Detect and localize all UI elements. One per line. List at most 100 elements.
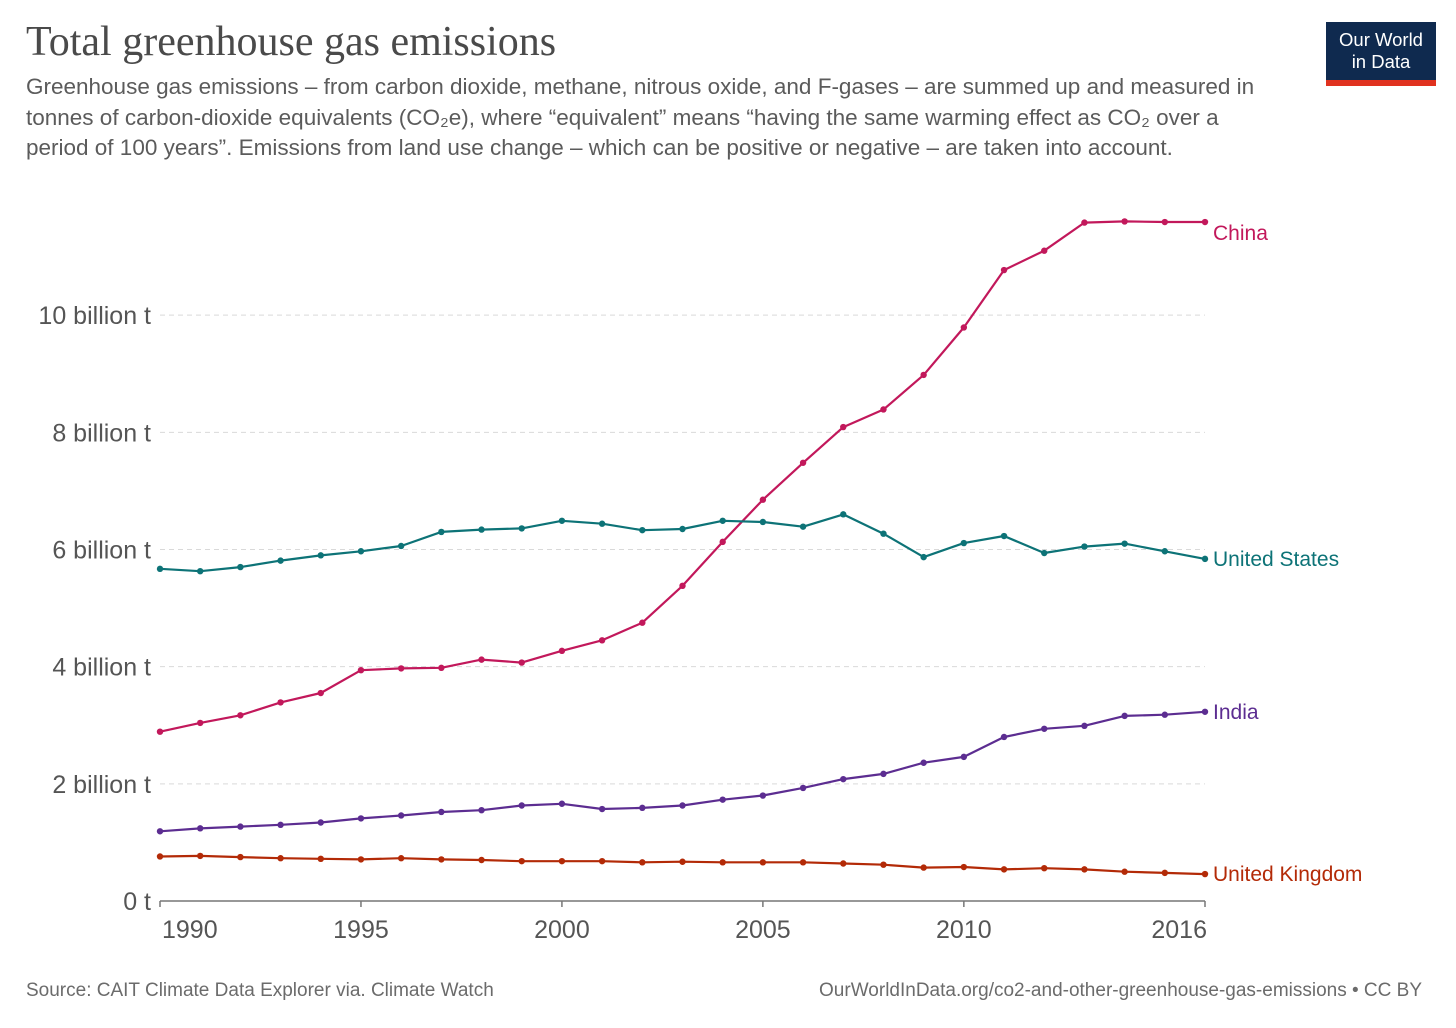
data-point bbox=[518, 857, 525, 865]
data-point bbox=[960, 753, 968, 761]
data-point bbox=[679, 858, 686, 865]
data-point bbox=[1121, 712, 1128, 720]
data-point bbox=[478, 856, 485, 864]
data-point bbox=[1000, 866, 1008, 873]
data-point bbox=[679, 802, 686, 809]
data-point bbox=[960, 539, 968, 547]
series-label: China bbox=[1213, 222, 1268, 245]
data-point bbox=[1041, 247, 1048, 254]
data-point bbox=[438, 528, 445, 536]
data-point bbox=[397, 812, 405, 819]
data-point bbox=[1161, 548, 1169, 555]
grid-lines bbox=[160, 314, 1205, 785]
data-point bbox=[558, 647, 566, 655]
data-point bbox=[317, 855, 324, 863]
data-point bbox=[920, 371, 927, 379]
data-point bbox=[759, 518, 767, 526]
data-point bbox=[277, 821, 284, 829]
y-tick-label: 0 t bbox=[123, 888, 151, 916]
data-point bbox=[679, 525, 686, 533]
data-point bbox=[799, 459, 807, 466]
data-point bbox=[196, 567, 204, 575]
data-point bbox=[598, 637, 606, 644]
y-tick-label: 8 billion t bbox=[52, 419, 151, 447]
data-point bbox=[1000, 266, 1008, 274]
data-point bbox=[317, 689, 324, 697]
data-point bbox=[719, 517, 726, 524]
data-point bbox=[277, 855, 284, 862]
data-point bbox=[840, 860, 847, 867]
data-point bbox=[397, 542, 405, 550]
data-point bbox=[1161, 711, 1169, 718]
data-point bbox=[196, 852, 204, 860]
data-point bbox=[196, 825, 204, 832]
y-tick-label: 10 billion t bbox=[38, 302, 151, 330]
data-point bbox=[156, 828, 164, 835]
data-point bbox=[438, 808, 445, 816]
series-china bbox=[156, 218, 1209, 735]
our-world-in-data-logo[interactable]: Our World in Data bbox=[1326, 22, 1436, 86]
data-point bbox=[1201, 708, 1209, 715]
data-point bbox=[880, 770, 887, 778]
data-point bbox=[478, 806, 485, 814]
data-point bbox=[799, 784, 807, 792]
y-tick-label: 4 billion t bbox=[52, 654, 151, 682]
data-point bbox=[920, 759, 927, 766]
source-link[interactable]: OurWorldInData.org/co2-and-other-greenho… bbox=[819, 980, 1422, 1001]
data-point bbox=[960, 863, 968, 871]
data-point bbox=[639, 619, 646, 626]
data-point bbox=[558, 517, 566, 524]
data-point bbox=[1081, 866, 1088, 873]
data-point bbox=[397, 855, 405, 862]
series-lines bbox=[156, 218, 1209, 878]
data-point bbox=[598, 520, 606, 527]
series-united-kingdom bbox=[156, 852, 1209, 878]
data-point bbox=[960, 324, 968, 331]
source-note: Source: CAIT Climate Data Explorer via. … bbox=[26, 980, 494, 1001]
data-point bbox=[317, 552, 324, 559]
data-point bbox=[196, 719, 204, 727]
data-point bbox=[1000, 532, 1008, 540]
data-point bbox=[719, 538, 726, 546]
x-tick-label: 2016 bbox=[1151, 916, 1207, 944]
data-point bbox=[478, 656, 485, 663]
data-point bbox=[558, 857, 566, 865]
data-point bbox=[799, 859, 807, 866]
data-point bbox=[156, 853, 164, 860]
series-line bbox=[159, 513, 1206, 573]
data-point bbox=[759, 496, 767, 503]
data-point bbox=[639, 804, 646, 812]
data-point bbox=[1041, 549, 1048, 557]
data-point bbox=[1081, 543, 1088, 550]
data-point bbox=[1041, 864, 1048, 872]
data-point bbox=[237, 853, 244, 861]
y-tick-label: 2 billion t bbox=[52, 771, 151, 799]
data-point bbox=[719, 859, 726, 866]
data-point bbox=[920, 553, 927, 561]
data-point bbox=[357, 548, 365, 555]
data-point bbox=[719, 796, 726, 803]
data-point bbox=[1121, 540, 1128, 547]
data-point bbox=[880, 530, 887, 537]
chart-subtitle: Greenhouse gas emissions – from carbon d… bbox=[26, 74, 1255, 160]
series-india bbox=[156, 708, 1209, 835]
series-line bbox=[159, 220, 1205, 733]
data-point bbox=[237, 563, 244, 571]
data-point bbox=[518, 802, 525, 809]
data-point bbox=[1000, 733, 1008, 741]
data-point bbox=[799, 523, 807, 530]
data-point bbox=[237, 823, 244, 830]
data-point bbox=[598, 805, 606, 813]
data-point bbox=[639, 526, 646, 534]
data-point bbox=[880, 406, 887, 413]
data-point bbox=[156, 728, 164, 735]
data-point bbox=[880, 861, 887, 868]
data-point bbox=[920, 864, 927, 871]
data-point bbox=[156, 565, 164, 573]
logo-line-2: in Data bbox=[1351, 51, 1411, 72]
data-point bbox=[1121, 218, 1128, 225]
data-point bbox=[277, 557, 284, 564]
chart-title: Total greenhouse gas emissions bbox=[26, 19, 557, 65]
data-point bbox=[840, 511, 847, 518]
